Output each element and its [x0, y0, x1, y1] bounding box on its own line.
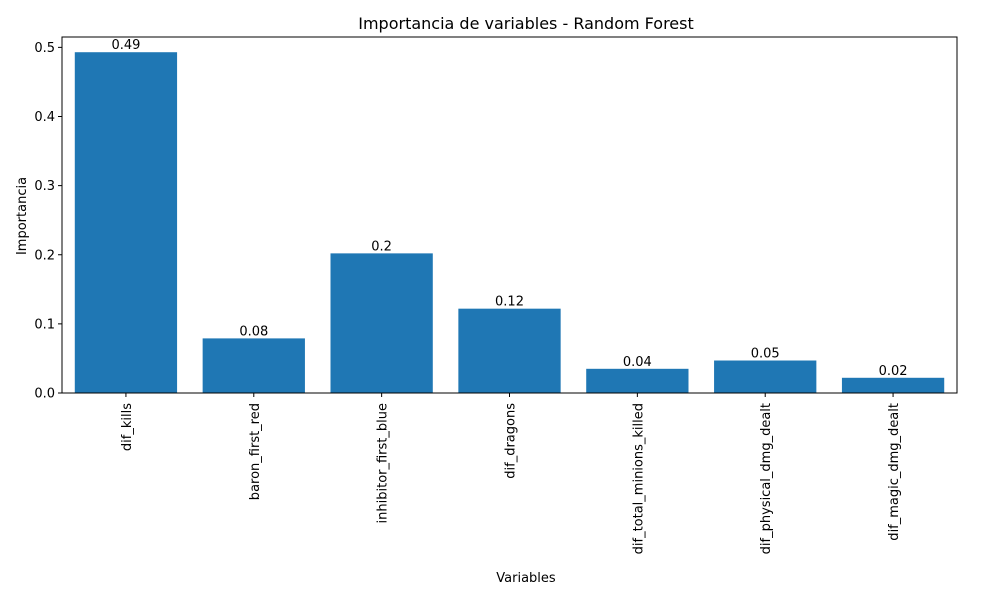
plot-frame	[61, 36, 958, 394]
y-axis-label: Importancia	[15, 177, 30, 255]
y-tick-label-2: 0.2	[34, 248, 55, 263]
x-tick-label-dif_total_minions_killed: dif_total_minions_killed	[631, 403, 646, 554]
x-axis-label: Variables	[496, 571, 556, 586]
x-tick-label-baron_first_red: baron_first_red	[248, 403, 263, 500]
bar-baron_first_red	[202, 338, 305, 393]
x-tick-label-dif_physical_dmg_dealt: dif_physical_dmg_dealt	[759, 403, 774, 554]
y-tick-label-4: 0.4	[34, 110, 55, 125]
bar-dif_total_minions_killed	[586, 368, 689, 393]
x-tick-label-dif_dragons: dif_dragons	[504, 403, 519, 479]
bar-dif_dragons	[458, 308, 561, 393]
bar-inhibitor_first_blue	[330, 253, 433, 393]
y-tick-label-5: 0.5	[34, 41, 55, 56]
y-tick-label-1: 0.1	[34, 317, 55, 332]
data-label-dif_magic_dmg_dealt: 0.02	[879, 364, 908, 379]
plot-area: 0.49 dif_kills 0.08 baron_first_red 0.2 inhib…	[34, 36, 958, 554]
x-tick-label-dif_kills: dif_kills	[120, 403, 135, 451]
y-tick-label-0: 0.0	[34, 387, 55, 402]
data-label-dif_kills: 0.49	[111, 38, 140, 53]
x-tick-label-inhibitor_first_blue: inhibitor_first_blue	[376, 403, 391, 523]
x-tick-label-dif_magic_dmg_dealt: dif_magic_dmg_dealt	[887, 403, 902, 541]
bar-dif_physical_dmg_dealt	[714, 360, 817, 393]
data-label-dif_dragons: 0.12	[495, 295, 524, 310]
data-label-dif_physical_dmg_dealt: 0.05	[751, 347, 780, 362]
y-tick-label-3: 0.3	[34, 179, 55, 194]
chart-title: Importancia de variables - Random Forest	[358, 14, 694, 33]
bar-dif_kills	[74, 52, 178, 394]
data-label-dif_total_minions_killed: 0.04	[623, 355, 652, 370]
data-label-inhibitor_first_blue: 0.2	[371, 239, 392, 254]
data-label-baron_first_red: 0.08	[239, 324, 268, 339]
bar-dif_magic_dmg_dealt	[841, 377, 945, 393]
